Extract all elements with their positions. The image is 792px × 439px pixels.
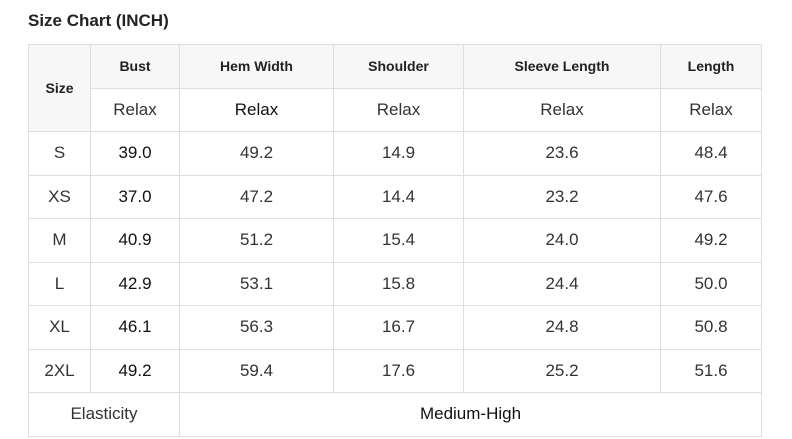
value-cell: 15.4 bbox=[333, 218, 464, 263]
fit-cell: Relax bbox=[90, 87, 180, 132]
size-cell: S bbox=[28, 131, 91, 176]
value-cell: 49.2 bbox=[179, 131, 334, 176]
size-cell: XS bbox=[28, 174, 91, 219]
value-cell: 47.6 bbox=[660, 174, 762, 219]
fit-cell: Relax bbox=[463, 87, 661, 132]
size-cell: L bbox=[28, 261, 91, 306]
size-chart-table: Size Bust Hem Width Shoulder Sleeve Leng… bbox=[28, 44, 762, 437]
fit-cell: Relax bbox=[179, 87, 334, 132]
value-cell: 48.4 bbox=[660, 131, 762, 176]
value-cell: 59.4 bbox=[179, 348, 334, 393]
value-cell: 14.4 bbox=[333, 174, 464, 219]
fit-row: Relax Relax Relax Relax Relax bbox=[29, 87, 762, 132]
table-row: M 40.9 51.2 15.4 24.0 49.2 bbox=[28, 218, 762, 263]
value-cell: 49.2 bbox=[90, 348, 180, 393]
value-cell: 23.2 bbox=[463, 174, 661, 219]
elasticity-value: Medium-High bbox=[179, 392, 762, 437]
value-cell: 51.6 bbox=[660, 348, 762, 393]
column-header-bust: Bust bbox=[90, 44, 180, 89]
value-cell: 17.6 bbox=[333, 348, 464, 393]
value-cell: 49.2 bbox=[660, 218, 762, 263]
size-cell: M bbox=[28, 218, 91, 263]
fit-cell: Relax bbox=[660, 87, 762, 132]
value-cell: 16.7 bbox=[333, 305, 464, 350]
size-header: Size bbox=[28, 44, 91, 132]
value-cell: 24.4 bbox=[463, 261, 661, 306]
fit-cell: Relax bbox=[333, 87, 464, 132]
table-row: XS 37.0 47.2 14.4 23.2 47.6 bbox=[28, 174, 762, 219]
value-cell: 15.8 bbox=[333, 261, 464, 306]
size-cell: 2XL bbox=[28, 348, 91, 393]
value-cell: 51.2 bbox=[179, 218, 334, 263]
value-cell: 46.1 bbox=[90, 305, 180, 350]
header-row: Size Bust Hem Width Shoulder Sleeve Leng… bbox=[28, 44, 762, 132]
column-header-sleeve-length: Sleeve Length bbox=[463, 44, 661, 89]
size-cell: XL bbox=[28, 305, 91, 350]
value-cell: 40.9 bbox=[90, 218, 180, 263]
value-cell: 24.0 bbox=[463, 218, 661, 263]
value-cell: 42.9 bbox=[90, 261, 180, 306]
value-cell: 23.6 bbox=[463, 131, 661, 176]
value-cell: 14.9 bbox=[333, 131, 464, 176]
table-row: L 42.9 53.1 15.8 24.4 50.0 bbox=[28, 261, 762, 306]
value-cell: 39.0 bbox=[90, 131, 180, 176]
column-header-hem-width: Hem Width bbox=[179, 44, 334, 89]
value-cell: 50.8 bbox=[660, 305, 762, 350]
elasticity-row: Elasticity Medium-High bbox=[28, 392, 762, 437]
value-cell: 25.2 bbox=[463, 348, 661, 393]
value-cell: 37.0 bbox=[90, 174, 180, 219]
table-row: XL 46.1 56.3 16.7 24.8 50.8 bbox=[28, 305, 762, 350]
table-row: S 39.0 49.2 14.9 23.6 48.4 bbox=[28, 131, 762, 176]
column-header-shoulder: Shoulder bbox=[333, 44, 464, 89]
page-title: Size Chart (INCH) bbox=[28, 11, 169, 30]
column-header-length: Length bbox=[660, 44, 762, 89]
value-cell: 56.3 bbox=[179, 305, 334, 350]
value-cell: 24.8 bbox=[463, 305, 661, 350]
value-cell: 53.1 bbox=[179, 261, 334, 306]
elasticity-label: Elasticity bbox=[28, 392, 180, 437]
value-cell: 47.2 bbox=[179, 174, 334, 219]
value-cell: 50.0 bbox=[660, 261, 762, 306]
table-row: 2XL 49.2 59.4 17.6 25.2 51.6 bbox=[28, 348, 762, 393]
